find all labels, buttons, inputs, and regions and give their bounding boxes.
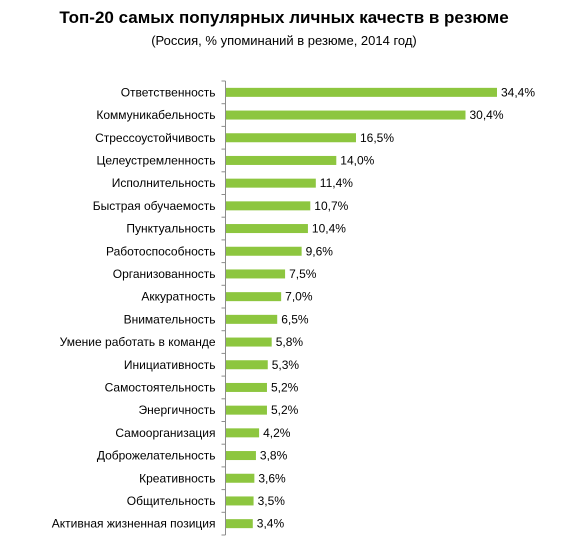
bar: [226, 87, 497, 97]
bar: [226, 178, 316, 188]
category-label: Энергичность: [139, 403, 216, 417]
data-label: 3,4%: [257, 517, 285, 531]
data-label: 7,0%: [285, 290, 313, 304]
bar: [226, 292, 282, 302]
category-label: Стрессоустойчивость: [95, 131, 215, 145]
data-label: 5,8%: [276, 335, 304, 349]
data-label: 7,5%: [289, 267, 317, 281]
data-label: 11,4%: [320, 176, 353, 190]
category-label: Организованность: [113, 267, 216, 281]
data-label: 3,5%: [258, 494, 286, 508]
bar: [226, 246, 302, 256]
bar: [226, 224, 308, 234]
category-label: Целеустремленность: [96, 153, 215, 167]
category-label: Самоорганизация: [115, 426, 215, 440]
category-label: Самостоятельность: [105, 380, 216, 394]
data-label: 10,7%: [314, 199, 348, 213]
category-label: Работоспособность: [106, 244, 216, 258]
data-label: 5,2%: [271, 380, 299, 394]
data-label: 3,8%: [260, 449, 288, 463]
bar: [226, 382, 267, 392]
category-label: Исполнительность: [112, 176, 216, 190]
data-label: 9,6%: [306, 244, 334, 258]
bar: [226, 269, 286, 279]
data-label: 5,3%: [272, 358, 300, 372]
data-label: 30,4%: [469, 108, 503, 122]
chart-subtitle: (Россия, % упоминаний в резюме, 2014 год…: [151, 33, 417, 48]
bar: [226, 519, 253, 529]
category-label: Общительность: [127, 494, 216, 508]
category-label: Ответственность: [121, 85, 216, 99]
bar: [226, 405, 267, 415]
data-label: 5,2%: [271, 403, 299, 417]
bar: [226, 314, 278, 324]
bar: [226, 337, 272, 347]
chart-title: Топ-20 самых популярных личных качеств в…: [59, 8, 509, 27]
category-label: Быстрая обучаемость: [93, 199, 216, 213]
category-label: Внимательность: [124, 312, 216, 326]
data-label: 4,2%: [263, 426, 291, 440]
data-label: 10,4%: [312, 222, 346, 236]
category-label: Креативность: [139, 471, 215, 485]
bar: [226, 428, 260, 438]
data-label: 14,0%: [340, 153, 374, 167]
category-label: Инициативность: [124, 358, 216, 372]
category-label: Коммуникабельность: [96, 108, 215, 122]
data-label: 16,5%: [360, 131, 394, 145]
bar: [226, 473, 255, 483]
data-label: 34,4%: [501, 85, 535, 99]
category-label: Активная жизненная позиция: [52, 517, 216, 531]
category-label: Умение работать в команде: [60, 335, 216, 349]
data-label: 3,6%: [258, 471, 286, 485]
bar: [226, 133, 356, 143]
category-label: Аккуратность: [141, 290, 215, 304]
bar: [226, 451, 256, 461]
bar: [226, 360, 268, 370]
bar: [226, 155, 337, 165]
category-label: Доброжелательность: [97, 449, 216, 463]
bar: [226, 110, 466, 120]
bar: [226, 201, 311, 211]
bar: [226, 496, 254, 506]
category-label: Пунктуальность: [126, 222, 215, 236]
data-label: 6,5%: [281, 312, 309, 326]
